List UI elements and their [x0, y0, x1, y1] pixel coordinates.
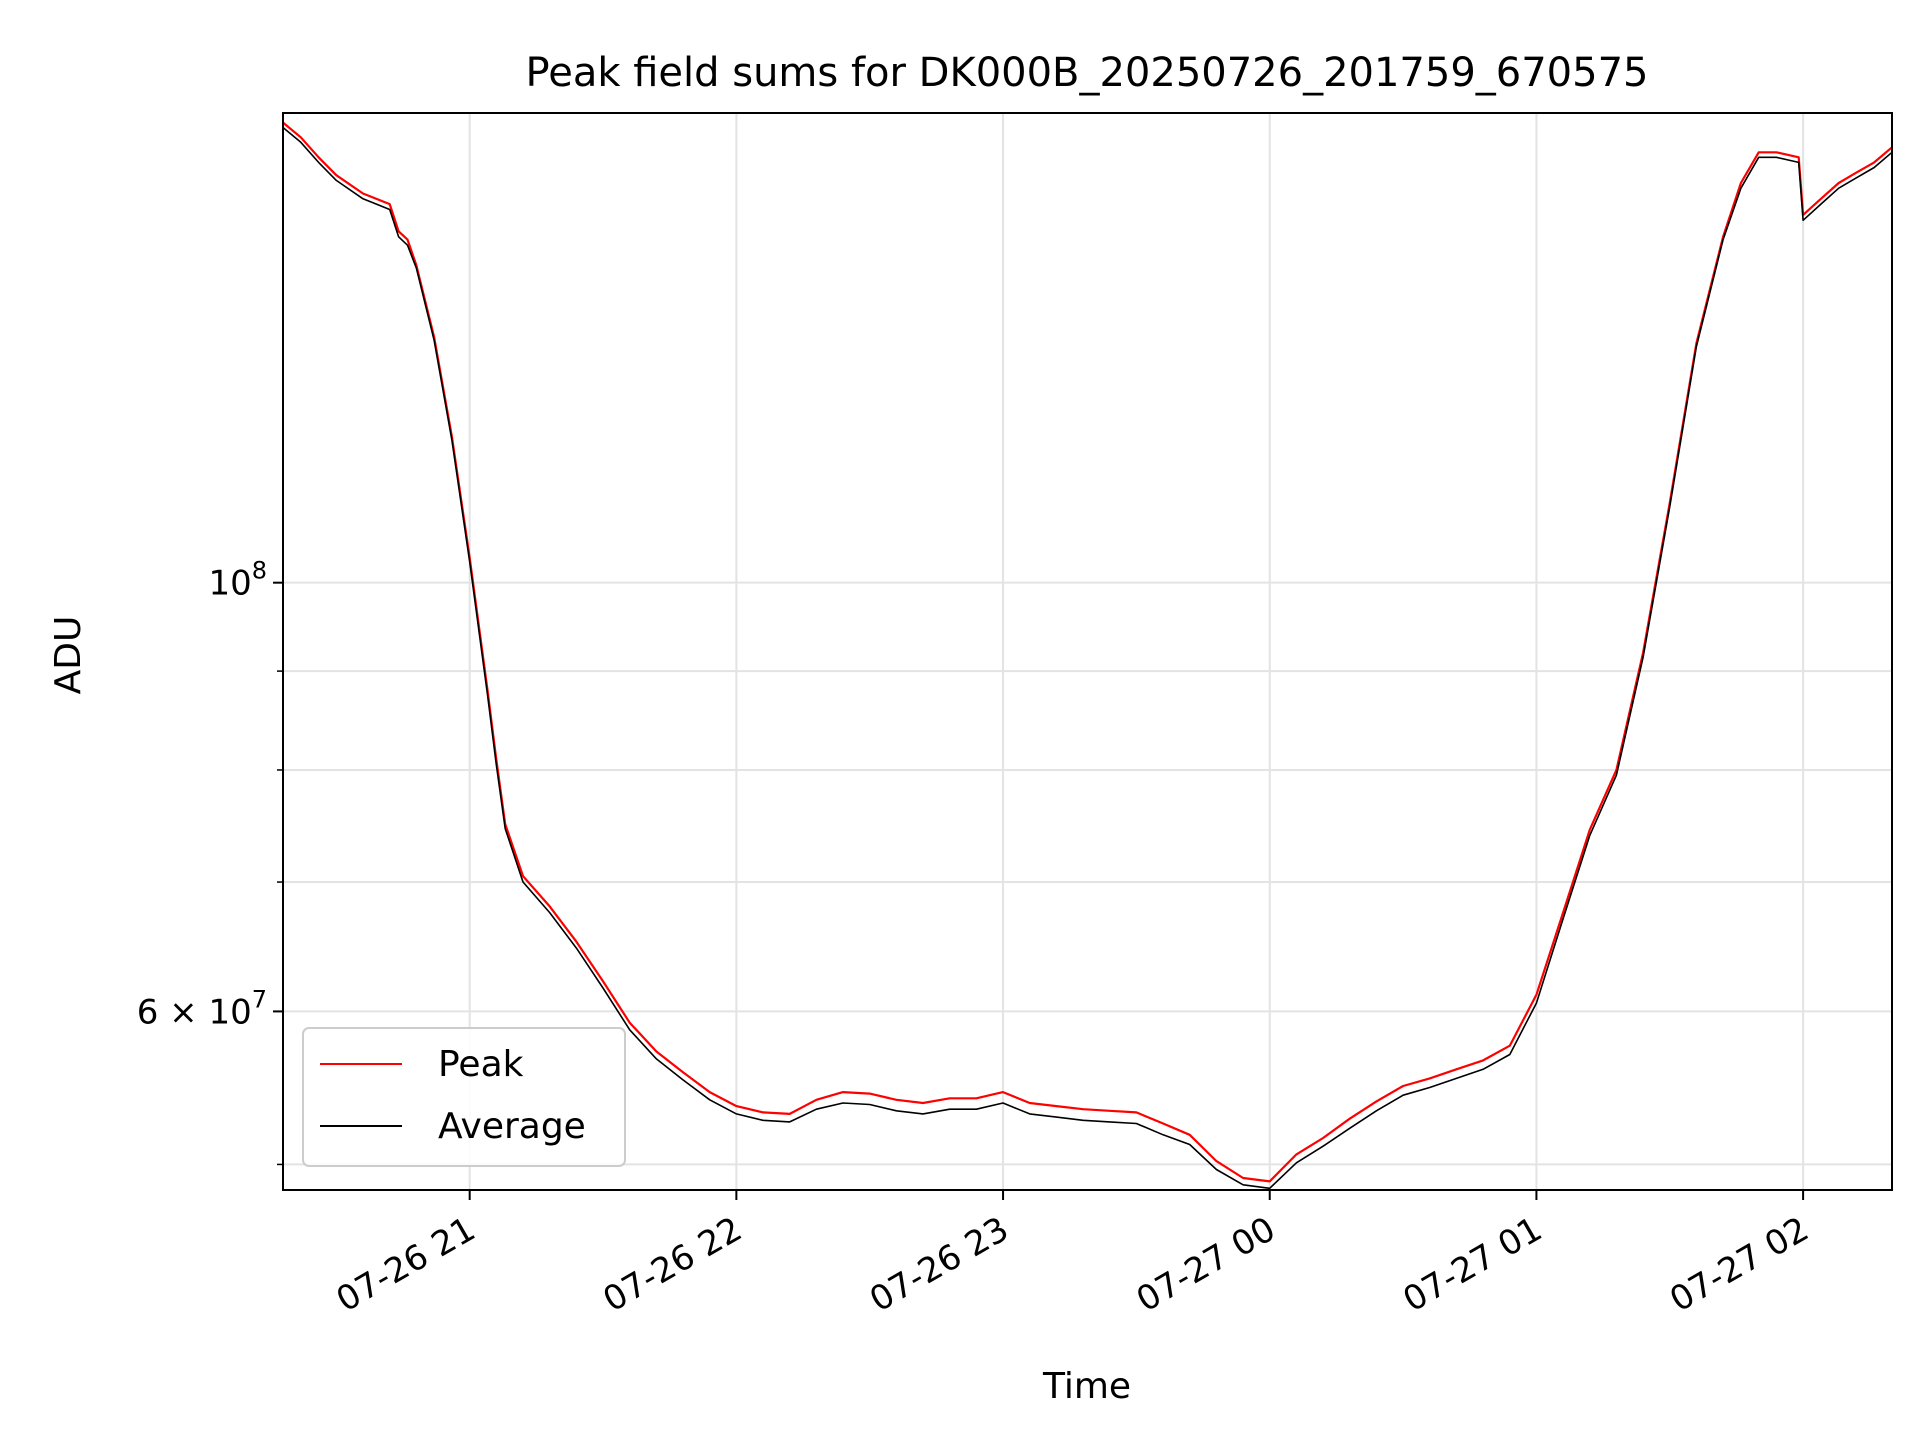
- plot-area-frame: [282, 112, 1893, 1191]
- chart-title: Peak field sums for DK000B_20250726_2017…: [526, 50, 1649, 96]
- series-line-average: [282, 126, 1893, 1190]
- legend-label-average: Average: [438, 1106, 586, 1147]
- y-tick-label-exponent: 8: [252, 557, 267, 585]
- legend: Peak Average: [302, 1027, 626, 1167]
- legend-box: [302, 1027, 626, 1167]
- y-tick-label: 108: [208, 557, 267, 604]
- y-tick-label: 6 × 107: [137, 985, 267, 1032]
- legend-label-peak: Peak: [438, 1044, 524, 1085]
- y-tick-label-base: 6 × 10: [137, 992, 252, 1032]
- y-tick-label-base: 10: [208, 564, 251, 604]
- x-axis-label: Time: [1042, 1366, 1131, 1407]
- y-axis-label: ADU: [48, 616, 89, 695]
- series-layer: [282, 121, 1893, 1190]
- y-tick-label-exponent: 7: [252, 985, 267, 1013]
